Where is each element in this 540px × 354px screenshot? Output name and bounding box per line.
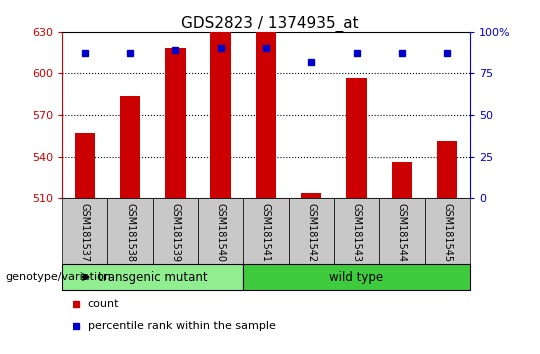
Bar [379, 198, 424, 264]
Bar [62, 264, 244, 290]
Text: GSM181538: GSM181538 [125, 204, 135, 262]
Text: percentile rank within the sample: percentile rank within the sample [87, 321, 275, 331]
Text: GSM181545: GSM181545 [442, 204, 452, 263]
Bar [244, 264, 470, 290]
Text: GSM181543: GSM181543 [352, 204, 362, 262]
Text: GSM181544: GSM181544 [397, 204, 407, 262]
Text: wild type: wild type [329, 270, 383, 284]
Bar [346, 78, 367, 198]
Bar [75, 133, 95, 198]
Text: transgenic mutant: transgenic mutant [98, 270, 207, 284]
Bar [288, 198, 334, 264]
Bar [120, 96, 140, 198]
Bar [165, 48, 186, 198]
Bar [392, 162, 412, 198]
Bar [301, 193, 321, 198]
Bar [198, 198, 244, 264]
Bar [107, 198, 153, 264]
Bar [256, 32, 276, 198]
Bar [244, 198, 288, 264]
Text: genotype/variation: genotype/variation [5, 272, 111, 282]
Text: GSM181537: GSM181537 [80, 204, 90, 263]
Bar [211, 32, 231, 198]
Bar [424, 198, 470, 264]
Text: count: count [87, 299, 119, 309]
Text: GDS2823 / 1374935_at: GDS2823 / 1374935_at [181, 16, 359, 32]
Text: GSM181542: GSM181542 [306, 204, 316, 263]
Bar [334, 198, 379, 264]
Text: GSM181539: GSM181539 [170, 204, 180, 262]
Text: GSM181540: GSM181540 [215, 204, 226, 262]
Bar [62, 198, 107, 264]
Bar [153, 198, 198, 264]
Text: GSM181541: GSM181541 [261, 204, 271, 262]
Bar [437, 141, 457, 198]
